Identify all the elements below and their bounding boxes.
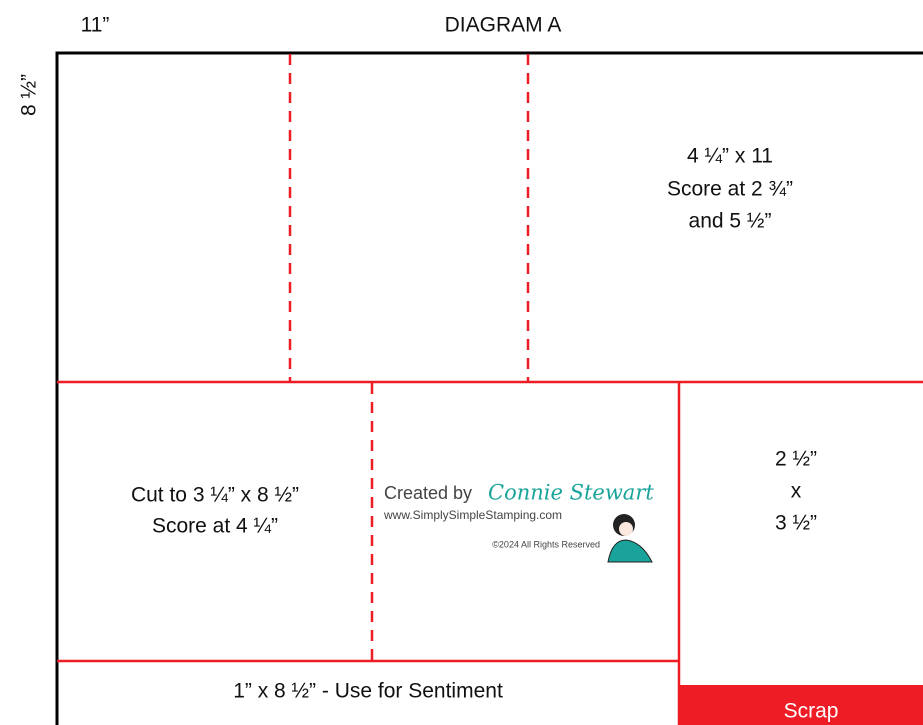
panel-text: 3 ½” <box>775 512 817 535</box>
panel-text: x <box>791 480 802 503</box>
panel-text: Score at 2 ¾” <box>667 178 793 201</box>
panel-text: Score at 4 ¼” <box>152 515 278 538</box>
panel-text: 1” x 8 ½” - Use for Sentiment <box>233 680 503 703</box>
watermark-name: Connie Stewart <box>488 481 654 505</box>
panel-text: Cut to 3 ¼” x 8 ½” <box>131 484 299 507</box>
width-label: 11” <box>81 14 110 37</box>
watermark-url: www.SimplySimpleStamping.com <box>383 508 562 522</box>
panel-text: 4 ¼” x 11 <box>687 145 773 168</box>
title: DIAGRAM A <box>445 14 562 37</box>
height-label: 8 ½” <box>18 74 41 116</box>
panel-text: and 5 ½” <box>689 210 772 233</box>
panel-text: 2 ½” <box>775 448 817 471</box>
diagram: 11” DIAGRAM A 8 ½” 4 ¼” x 11 Score at 2 … <box>0 0 923 725</box>
scrap-label: Scrap <box>784 700 839 723</box>
watermark-created: Created by <box>384 483 472 503</box>
watermark-copyright: ©2024 All Rights Reserved <box>492 539 600 549</box>
paper-border <box>57 53 923 725</box>
watermark-illustration <box>608 514 652 562</box>
